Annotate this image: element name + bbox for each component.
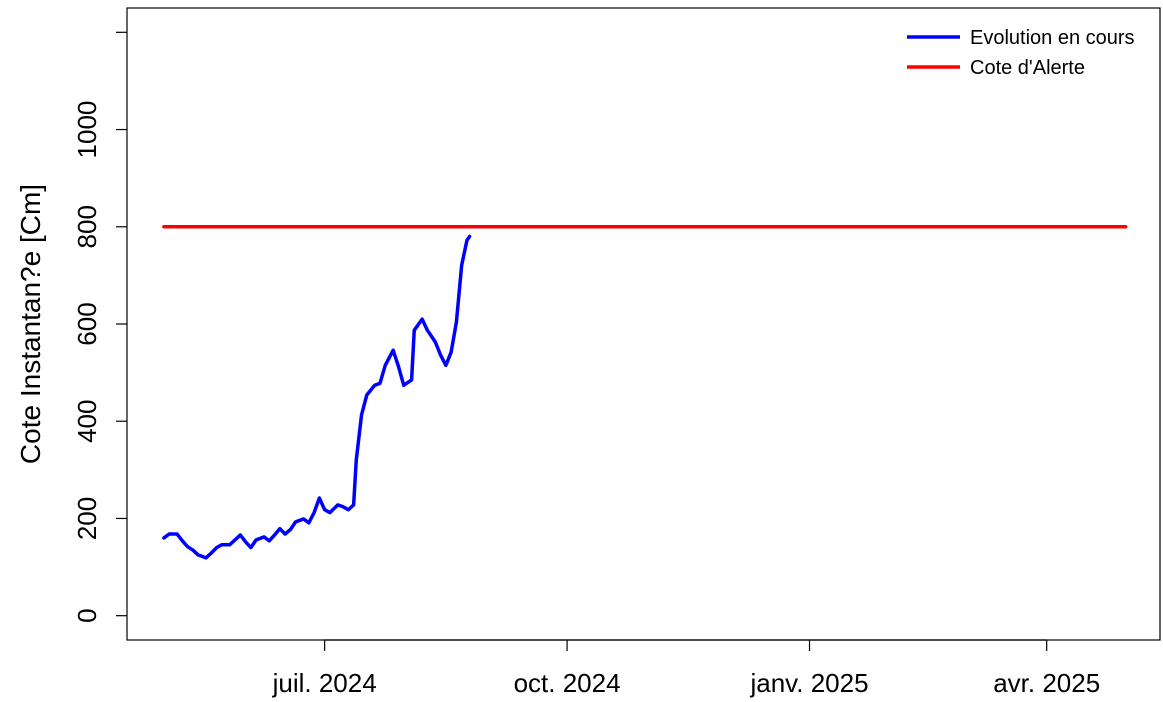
x-tick-label: avr. 2025 xyxy=(993,668,1100,698)
y-axis-label: Cote Instantan?e [Cm] xyxy=(15,184,46,464)
y-tick-label: 800 xyxy=(72,205,102,248)
y-tick-label: 400 xyxy=(72,400,102,443)
legend-label: Cote d'Alerte xyxy=(970,57,1085,79)
x-tick-label: janv. 2025 xyxy=(749,668,868,698)
y-tick-label: 200 xyxy=(72,497,102,540)
x-tick-label: juil. 2024 xyxy=(272,668,377,698)
y-tick-label: 1000 xyxy=(72,101,102,159)
plot-box xyxy=(126,7,1161,641)
y-tick-label: 600 xyxy=(72,302,102,345)
x-tick-label: oct. 2024 xyxy=(514,668,621,698)
y-tick-label: 0 xyxy=(72,608,102,622)
series-line xyxy=(162,234,472,560)
legend-label: Evolution en cours xyxy=(970,27,1135,49)
